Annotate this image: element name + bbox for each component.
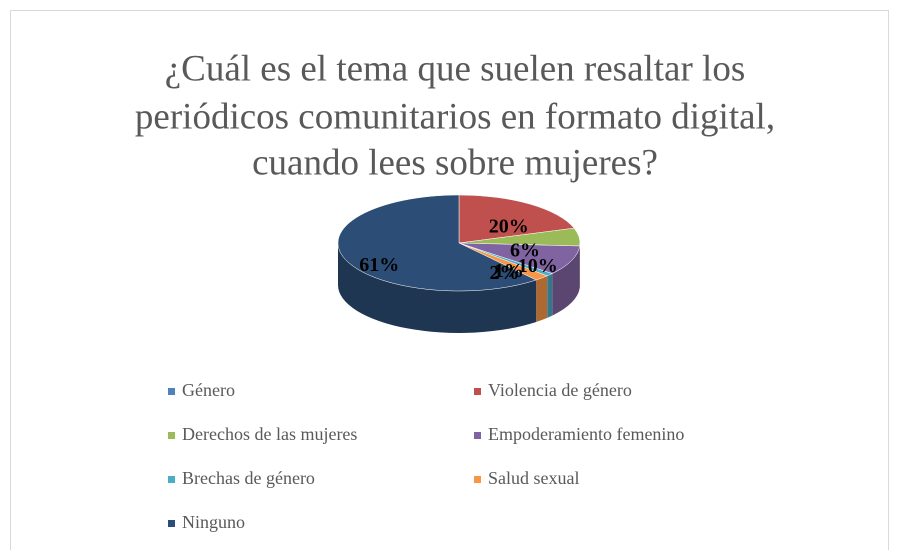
legend-swatch (474, 432, 481, 439)
legend-label: Brechas de género (182, 468, 315, 488)
legend-label: Género (182, 380, 235, 400)
legend-label: Ninguno (182, 512, 245, 532)
chart-title: cuando lees sobre mujeres? (252, 142, 658, 183)
value-label: 61% (359, 254, 399, 276)
legend-swatch (474, 476, 481, 483)
value-label: 20% (489, 215, 529, 237)
legend-swatch (474, 388, 481, 395)
slice (458, 242, 581, 274)
value-label: 2% (490, 262, 520, 284)
legend-swatch (168, 432, 175, 439)
chart-title: ¿Cuál es el tema que suelen resaltar los (165, 48, 745, 89)
slice-side (547, 273, 553, 318)
legend-label: Violencia de género (488, 380, 632, 400)
slice-side (552, 246, 580, 316)
legend-label: Derechos de las mujeres (182, 424, 357, 444)
legend-swatch (168, 520, 175, 527)
slice (458, 194, 575, 244)
value-label: 1% (494, 260, 524, 282)
value-label: 6% (510, 239, 540, 261)
legend-swatch (168, 476, 175, 483)
legend-label: Salud sexual (488, 468, 580, 488)
value-label: 10% (518, 255, 558, 277)
chart-title: periódicos comunitarios en formato digit… (135, 96, 775, 137)
slice (337, 194, 537, 292)
legend-label: Empoderamiento femenino (488, 424, 684, 444)
slice-side (338, 243, 537, 334)
slice-side (536, 275, 548, 322)
legend-swatch (168, 388, 175, 395)
